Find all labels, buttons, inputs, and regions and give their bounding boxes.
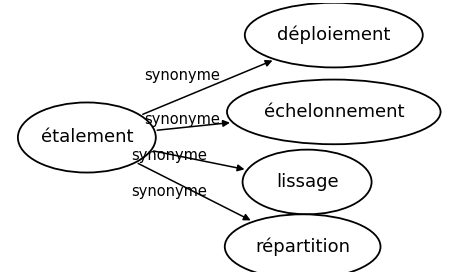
Text: répartition: répartition <box>255 237 350 256</box>
Ellipse shape <box>245 3 423 67</box>
Ellipse shape <box>18 103 156 172</box>
Text: échelonnement: échelonnement <box>263 103 404 121</box>
Text: synonyme: synonyme <box>144 68 221 83</box>
Ellipse shape <box>225 214 380 275</box>
Text: synonyme: synonyme <box>144 112 221 128</box>
Text: synonyme: synonyme <box>131 147 207 163</box>
Text: synonyme: synonyme <box>131 184 207 199</box>
Text: lissage: lissage <box>276 173 338 191</box>
Text: étalement: étalement <box>40 128 133 147</box>
Ellipse shape <box>227 79 440 144</box>
Ellipse shape <box>242 150 371 214</box>
Text: déploiement: déploiement <box>277 26 390 44</box>
